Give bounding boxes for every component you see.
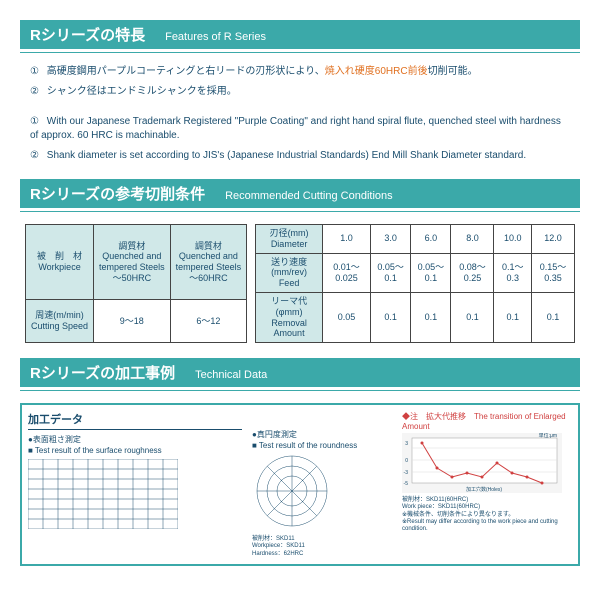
roughness-label-jp: ●表面粗さ測定 — [28, 434, 242, 445]
feature-text: シャンク径はエンドミルシャンクを採用。 — [47, 86, 237, 97]
technical-title-jp: Rシリーズの加工事例 — [30, 362, 175, 383]
feature-text-en: With our Japanese Trademark Registered "… — [30, 116, 561, 141]
roundness-label-jp: ●真円度測定 — [252, 429, 392, 440]
table1-val-1: 6～12 — [170, 300, 247, 343]
feature-emphasis: 焼入れ硬度60HRC前後 — [325, 66, 428, 77]
t2-r2-v0: 0.05 — [323, 292, 371, 342]
tables-row: 被 削 材 Workpiece 調質材 Quenched and tempere… — [20, 224, 580, 343]
roughness-panel: 加工データ ●表面粗さ測定 ■ Test result of the surfa… — [28, 411, 242, 532]
divider — [20, 52, 580, 53]
roundness-note: 被削材：SKD11 Workpiece：SKD11 Hardness：62HRC — [252, 536, 392, 558]
t2-h1: 3.0 — [370, 225, 410, 254]
t2-r2-v2: 0.1 — [411, 292, 451, 342]
table1-row-label: 周速(m/min) Cutting Speed — [26, 300, 94, 343]
t2-r1-v3: 0.08～0.25 — [451, 253, 494, 292]
feed-table: 刃径(mm) Diameter 1.0 3.0 6.0 8.0 10.0 12.… — [255, 224, 575, 343]
features-title-en: Features of R Series — [165, 31, 266, 43]
table1-header-2: 調質材 Quenched and tempered Steels ～60HRC — [170, 225, 247, 300]
t2-r1-v1: 0.05～0.1 — [370, 253, 410, 292]
features-list-en: ① With our Japanese Trademark Registered… — [20, 115, 580, 179]
t2-h2: 6.0 — [411, 225, 451, 254]
feature-num: ① — [30, 65, 44, 79]
t2-h5: 12.0 — [531, 225, 574, 254]
transition-note: 被削材：SKD11(60HRC) Work piece：SKD11(60HRC)… — [402, 497, 572, 533]
divider — [20, 211, 580, 212]
cutting-speed-table: 被 削 材 Workpiece 調質材 Quenched and tempere… — [25, 224, 247, 343]
roundness-panel: ●真円度測定 ■ Test result of the roundness 被削… — [252, 411, 392, 558]
transition-panel: ◆注 拡大代推移 The transition of Enlarged Amou… — [402, 411, 572, 533]
feature-item-en-2: ② Shank diameter is set according to JIS… — [30, 149, 570, 163]
svg-text:-3: -3 — [404, 470, 409, 476]
table1-header-1: 調質材 Quenched and tempered Steels ～50HRC — [94, 225, 171, 300]
svg-text:-5: -5 — [404, 481, 409, 487]
feature-text: 高硬度鋼用パープルコーティングと右リードの刃形状により、 — [47, 66, 325, 77]
t2-h3: 8.0 — [451, 225, 494, 254]
t2-r2-v5: 0.1 — [531, 292, 574, 342]
svg-text:0: 0 — [405, 458, 408, 464]
t2-h4: 10.0 — [494, 225, 532, 254]
features-header: Rシリーズの特長 Features of R Series — [20, 20, 580, 49]
roundness-label-en: ■ Test result of the roundness — [252, 441, 392, 450]
feature-item-1: ① 高硬度鋼用パープルコーティングと右リードの刃形状により、焼入れ硬度60HRC… — [30, 65, 570, 79]
feature-text-post: 切削可能。 — [428, 66, 478, 77]
cutting-header: Rシリーズの参考切削条件 Recommended Cutting Conditi… — [20, 179, 580, 208]
roundness-chart — [252, 451, 332, 531]
t2-r2-v3: 0.1 — [451, 292, 494, 342]
techbox-title: 加工データ — [28, 411, 242, 430]
technical-title-en: Technical Data — [195, 369, 267, 381]
feature-num: ② — [30, 149, 44, 163]
chart-xlabel: 加工穴数(Holes) — [466, 486, 502, 493]
t2-r1-label: 送り速度(mm/rev) Feed — [256, 253, 323, 292]
t2-h0: 1.0 — [323, 225, 371, 254]
t2-r2-v1: 0.1 — [370, 292, 410, 342]
technical-header: Rシリーズの加工事例 Technical Data — [20, 358, 580, 387]
roughness-label-en: ■ Test result of the surface roughness — [28, 446, 242, 455]
t2-r0-label: 刃径(mm) Diameter — [256, 225, 323, 254]
t2-r2-label: リーマ代(φmm) Removal Amount — [256, 292, 323, 342]
technical-data-box: 加工データ ●表面粗さ測定 ■ Test result of the surfa… — [20, 403, 580, 566]
table1-header-0: 被 削 材 Workpiece — [26, 225, 94, 300]
transition-title: ◆注 拡大代推移 The transition of Enlarged Amou… — [402, 411, 572, 431]
table1-val-0: 9～18 — [94, 300, 171, 343]
features-list-jp: ① 高硬度鋼用パープルコーティングと右リードの刃形状により、焼入れ硬度60HRC… — [20, 65, 580, 115]
feature-text-en: Shank diameter is set according to JIS's… — [47, 150, 526, 161]
t2-r1-v5: 0.15～0.35 — [531, 253, 574, 292]
t2-r1-v4: 0.1～0.3 — [494, 253, 532, 292]
t2-r1-v2: 0.05～0.1 — [411, 253, 451, 292]
divider — [20, 390, 580, 391]
roughness-chart — [28, 459, 178, 529]
transition-chart: 単位:μm 3 0 -3 -5 加工穴数(Holes) — [402, 433, 562, 493]
feature-num: ① — [30, 115, 44, 129]
feature-num: ② — [30, 85, 44, 99]
t2-r1-v0: 0.01～0.025 — [323, 253, 371, 292]
feature-item-2: ② シャンク径はエンドミルシャンクを採用。 — [30, 85, 570, 99]
cutting-title-en: Recommended Cutting Conditions — [225, 190, 393, 202]
svg-text:3: 3 — [405, 441, 408, 447]
cutting-title-jp: Rシリーズの参考切削条件 — [30, 183, 205, 204]
chart-unit: 単位:μm — [539, 433, 557, 439]
features-title-jp: Rシリーズの特長 — [30, 24, 145, 45]
feature-item-en-1: ① With our Japanese Trademark Registered… — [30, 115, 570, 143]
t2-r2-v4: 0.1 — [494, 292, 532, 342]
